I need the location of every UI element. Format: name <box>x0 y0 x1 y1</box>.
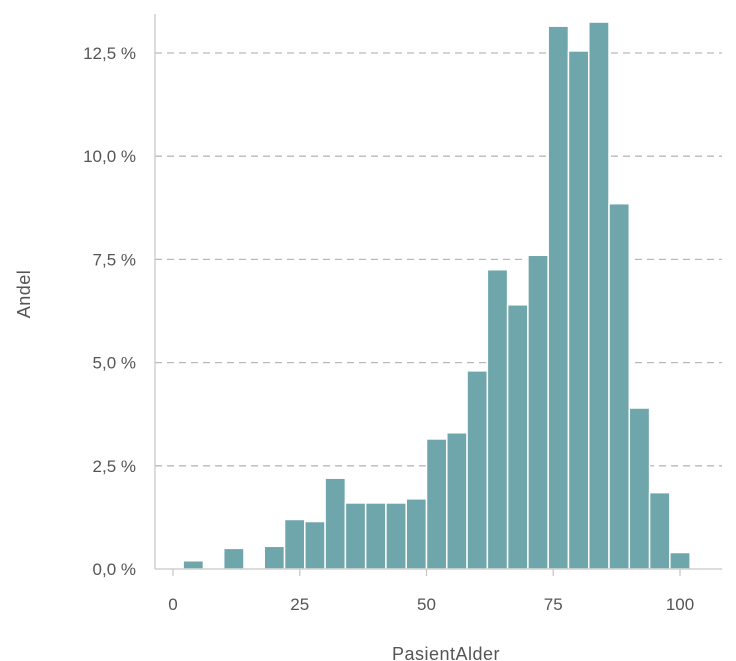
histogram-bar <box>466 370 489 570</box>
histogram-bar <box>405 498 428 570</box>
histogram-bar <box>324 477 347 570</box>
histogram-bar <box>506 304 529 570</box>
histogram-bar <box>486 268 509 570</box>
y-axis-title: Andel <box>14 270 34 319</box>
axes <box>154 14 722 570</box>
histogram-bar <box>385 502 407 570</box>
histogram-bar <box>364 502 387 570</box>
histogram-bar <box>567 50 590 570</box>
histogram-bar <box>222 547 245 570</box>
y-tick-label: 0,0 % <box>93 560 136 579</box>
x-tick-label: 25 <box>290 595 309 614</box>
gridlines <box>155 52 722 467</box>
y-tick-label: 10,0 % <box>83 147 136 166</box>
histogram-bar <box>304 520 326 570</box>
histogram-bar <box>344 502 367 570</box>
y-axis-ticks: 0,0 % 2,5 % 5,0 % 7,5 % 10,0 % 12,5 % <box>83 44 136 579</box>
x-tick-label: 75 <box>544 595 563 614</box>
x-tick-label: 0 <box>168 595 177 614</box>
y-tick-label: 12,5 % <box>83 44 136 63</box>
histogram-bar <box>648 491 671 570</box>
y-tick-label: 5,0 % <box>93 354 136 373</box>
histogram-bar <box>446 432 468 570</box>
x-tick-label: 50 <box>417 595 436 614</box>
histogram-bar <box>263 545 286 570</box>
x-axis-title: PasientAlder <box>392 644 500 661</box>
histogram-bar <box>628 407 651 570</box>
histogram-bar <box>182 559 205 570</box>
y-tick-label: 7,5 % <box>93 250 136 269</box>
histogram-bar <box>608 202 631 570</box>
x-axis-ticks: 0 25 50 75 100 <box>168 569 694 614</box>
histogram-bar <box>527 254 549 570</box>
histogram-bar <box>547 25 570 570</box>
y-tick-label: 2,5 % <box>93 457 136 476</box>
histogram-bar <box>587 21 610 570</box>
histogram-bars <box>182 21 691 570</box>
x-tick-label: 100 <box>666 595 694 614</box>
histogram-bar <box>425 438 448 570</box>
histogram-bar <box>283 518 306 570</box>
histogram-bar <box>669 551 691 570</box>
